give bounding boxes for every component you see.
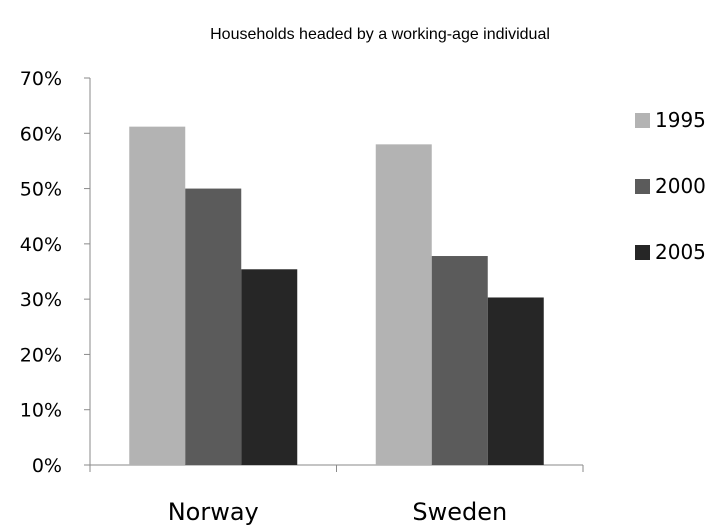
y-tick-label: 40% bbox=[20, 234, 62, 256]
legend-label: 2005 bbox=[655, 240, 706, 264]
bars bbox=[129, 126, 544, 466]
y-tick-label: 50% bbox=[20, 179, 62, 201]
legend-label: 2000 bbox=[655, 174, 706, 198]
bar-2000-sweden bbox=[431, 256, 488, 465]
y-tick-label: 30% bbox=[20, 289, 62, 311]
bar-1995-norway bbox=[129, 126, 186, 465]
bar-2005-sweden bbox=[487, 297, 544, 465]
y-tick-label: 70% bbox=[20, 68, 62, 90]
x-category-label: Norway bbox=[168, 498, 259, 526]
bar-1995-sweden bbox=[375, 144, 432, 466]
y-tick-label: 10% bbox=[20, 400, 62, 422]
legend-label: 1995 bbox=[655, 108, 706, 132]
legend-swatch bbox=[635, 179, 650, 194]
x-axis: Norway Sweden bbox=[89, 464, 584, 526]
legend-swatch bbox=[635, 245, 650, 260]
y-tick-label: 20% bbox=[20, 344, 62, 366]
legend-swatch bbox=[635, 113, 650, 128]
legend: 1995 2000 2005 bbox=[635, 108, 706, 264]
x-category-label: Sweden bbox=[412, 498, 507, 526]
y-axis: 0% 10% 20% 30% 40% 50% 60% 70% bbox=[20, 68, 91, 477]
y-tick-label: 60% bbox=[20, 123, 62, 145]
y-tick-label: 0% bbox=[32, 455, 62, 477]
bar-2000-norway bbox=[185, 188, 242, 466]
chart-title: Households headed by a working-age indiv… bbox=[210, 26, 550, 43]
bar-2005-norway bbox=[241, 269, 298, 465]
